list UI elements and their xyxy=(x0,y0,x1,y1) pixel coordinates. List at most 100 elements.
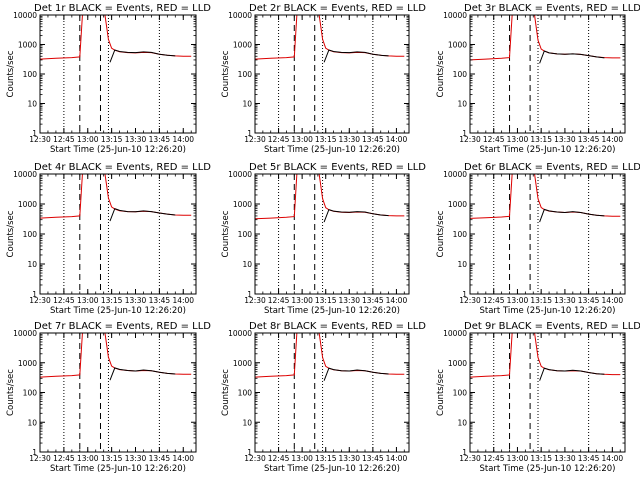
y-tick-label: 10000 xyxy=(443,170,467,179)
y-tick-label: 100 xyxy=(238,230,253,239)
y-tick-label: 100 xyxy=(453,389,468,398)
x-tick-label: 12:45 xyxy=(268,135,290,144)
x-tick-label: 13:00 xyxy=(77,454,99,463)
x-tick-label: 14:00 xyxy=(602,135,624,144)
x-tick-label: 13:15 xyxy=(315,296,337,305)
y-tick-label: 100 xyxy=(23,70,38,79)
y-axis-label: Counts/sec xyxy=(6,210,16,257)
x-tick-label: 13:15 xyxy=(530,454,552,463)
x-tick-label: 13:45 xyxy=(578,454,600,463)
y-tick-label: 100 xyxy=(238,389,253,398)
events-series-line xyxy=(109,367,176,381)
x-tick-label: 14:00 xyxy=(386,135,408,144)
x-axis-label: Start Time (25-Jun-10 12:26:20) xyxy=(264,145,400,155)
panel-title: Det 6r BLACK = Events, RED = LLD xyxy=(464,162,640,173)
y-tick-label: 1 xyxy=(32,448,37,457)
x-tick-label: 13:30 xyxy=(125,135,147,144)
plot-frame xyxy=(39,14,197,134)
x-tick-label: 14:00 xyxy=(172,454,194,463)
plot-frame xyxy=(469,332,626,453)
x-tick-label: 13:30 xyxy=(125,454,147,463)
detector-panel: Det 8r BLACK = Events, RED = LLD 1 10 100 10… xyxy=(221,321,426,474)
y-tick-label: 1000 xyxy=(18,359,37,368)
y-tick-label: 10000 xyxy=(228,170,252,179)
x-tick-label: 12:45 xyxy=(53,296,75,305)
x-tick-label: 13:30 xyxy=(554,454,576,463)
plot-frame xyxy=(254,14,410,134)
x-tick-label: 13:15 xyxy=(315,454,337,463)
x-axis-label: Start Time (25-Jun-10 12:26:20) xyxy=(50,145,186,155)
x-tick-label: 12:30 xyxy=(244,135,266,144)
x-tick-label: 13:30 xyxy=(338,296,360,305)
x-tick-label: 13:00 xyxy=(291,296,313,305)
y-tick-label: 1000 xyxy=(233,200,252,209)
y-tick-label: 1 xyxy=(462,129,467,138)
y-tick-label: 1 xyxy=(462,448,467,457)
x-tick-label: 13:30 xyxy=(554,135,576,144)
x-tick-label: 13:30 xyxy=(125,296,147,305)
x-tick-label: 12:30 xyxy=(459,454,481,463)
y-tick-label: 1000 xyxy=(448,200,467,209)
panel-title: Det 5r BLACK = Events, RED = LLD xyxy=(249,162,426,173)
x-axis-label: Start Time (25-Jun-10 12:26:20) xyxy=(264,464,400,474)
y-tick-label: 100 xyxy=(23,230,38,239)
plot-frame xyxy=(469,14,626,134)
y-tick-label: 1 xyxy=(462,290,467,299)
panel-title: Det 8r BLACK = Events, RED = LLD xyxy=(249,321,426,332)
detector-panel: Det 6r BLACK = Events, RED = LLD 1 10 100 10… xyxy=(436,162,640,316)
events-series-line xyxy=(109,49,176,63)
y-tick-label: 10000 xyxy=(228,11,252,20)
events-series-line xyxy=(323,208,389,223)
panel-title: Det 1r BLACK = Events, RED = LLD xyxy=(34,3,211,14)
panel-title: Det 9r BLACK = Events, RED = LLD xyxy=(464,321,640,332)
x-axis-label: Start Time (25-Jun-10 12:26:20) xyxy=(50,464,186,474)
y-tick-label: 100 xyxy=(453,230,468,239)
y-tick-label: 10 xyxy=(27,100,37,109)
x-tick-label: 12:30 xyxy=(29,296,51,305)
x-tick-label: 14:00 xyxy=(602,454,624,463)
x-tick-label: 13:15 xyxy=(101,135,123,144)
x-tick-label: 13:45 xyxy=(578,135,600,144)
x-tick-label: 13:30 xyxy=(554,296,576,305)
y-tick-label: 10 xyxy=(242,260,252,269)
y-tick-label: 10 xyxy=(242,418,252,427)
x-tick-label: 13:45 xyxy=(149,454,171,463)
y-axis-label: Counts/sec xyxy=(436,50,446,97)
y-axis-label: Counts/sec xyxy=(436,210,446,257)
panel-title: Det 2r BLACK = Events, RED = LLD xyxy=(249,3,426,14)
plot-frame xyxy=(254,332,410,453)
x-tick-label: 13:45 xyxy=(362,135,384,144)
x-axis-label: Start Time (25-Jun-10 12:26:20) xyxy=(50,306,186,316)
x-tick-label: 13:15 xyxy=(101,296,123,305)
lld-series-line xyxy=(255,15,405,60)
detector-panel: Det 3r BLACK = Events, RED = LLD 1 10 100 10… xyxy=(436,3,640,155)
x-tick-label: 13:00 xyxy=(77,135,99,144)
detector-panel: Det 9r BLACK = Events, RED = LLD 1 10 100 10… xyxy=(436,321,640,474)
detector-panel: Det 5r BLACK = Events, RED = LLD 1 10 100 10… xyxy=(221,162,426,316)
x-tick-label: 13:00 xyxy=(507,296,529,305)
plot-frame xyxy=(39,332,197,453)
x-tick-label: 12:45 xyxy=(268,296,290,305)
y-tick-label: 10 xyxy=(457,100,467,109)
x-axis-label: Start Time (25-Jun-10 12:26:20) xyxy=(264,306,400,316)
x-tick-label: 14:00 xyxy=(386,296,408,305)
events-series-line xyxy=(323,49,389,63)
x-tick-label: 13:00 xyxy=(507,454,529,463)
x-tick-label: 12:45 xyxy=(483,454,505,463)
x-tick-label: 13:00 xyxy=(507,135,529,144)
x-tick-label: 14:00 xyxy=(386,454,408,463)
x-tick-label: 12:30 xyxy=(29,135,51,144)
y-tick-label: 10 xyxy=(457,418,467,427)
y-tick-label: 10000 xyxy=(228,329,252,338)
x-tick-label: 13:30 xyxy=(338,454,360,463)
y-tick-label: 1 xyxy=(247,448,252,457)
y-tick-label: 10 xyxy=(27,260,37,269)
x-tick-label: 14:00 xyxy=(172,296,194,305)
panel-title: Det 7r BLACK = Events, RED = LLD xyxy=(34,321,211,332)
panel-title: Det 3r BLACK = Events, RED = LLD xyxy=(464,3,640,14)
x-axis-label: Start Time (25-Jun-10 12:26:20) xyxy=(480,145,616,155)
lld-series-line xyxy=(470,174,621,219)
detector-panel: Det 2r BLACK = Events, RED = LLD 1 10 100 10… xyxy=(221,3,426,155)
